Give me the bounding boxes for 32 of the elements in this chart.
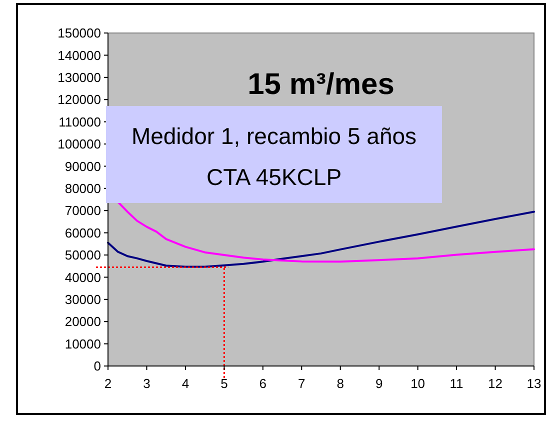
x-tick-label: 8: [336, 376, 344, 391]
x-tick-label: 13: [526, 376, 542, 391]
text: 15 m³/mes: [248, 68, 394, 101]
annotation: Medidor 1, recambio 5 años CTA 45KCLP: [131, 123, 417, 190]
y-tick-label: 80000: [64, 180, 101, 196]
y-tick-label: 130000: [58, 70, 101, 85]
x-tick-label: 2: [104, 376, 112, 391]
y-tick-label: 70000: [64, 203, 101, 218]
x-tick-label: 12: [488, 376, 503, 391]
y-tick-label: 110000: [58, 114, 101, 130]
line-series: [116, 200, 535, 263]
y-tick-label: 60000: [64, 225, 101, 240]
line-series: [107, 210, 535, 268]
y-tick-label: 140000: [58, 48, 101, 63]
x-tick-label: 9: [375, 376, 383, 391]
x-tick-label: 6: [259, 376, 267, 391]
x-tick-label: 11: [450, 376, 464, 391]
y-tick-label: 100000: [58, 136, 101, 152]
x-tick-label: 10: [410, 376, 426, 391]
y-tick-label: 10000: [64, 336, 101, 352]
y-tick-label: 50000: [64, 248, 101, 263]
x-tick-label: 7: [298, 376, 306, 391]
x-tick-label: 5: [220, 376, 228, 391]
y-tick-label: 40000: [64, 270, 101, 285]
y-tick-label: 90000: [64, 158, 101, 174]
x-tick-label: 3: [143, 376, 150, 391]
y-tick-label: 20000: [64, 314, 101, 330]
x-tick-label: 4: [182, 376, 190, 391]
y-tick-label: 30000: [64, 292, 101, 307]
y-tick-label: 150000: [58, 26, 101, 41]
y-tick-label: 120000: [58, 92, 101, 108]
y-tick-label: 0: [94, 358, 101, 374]
